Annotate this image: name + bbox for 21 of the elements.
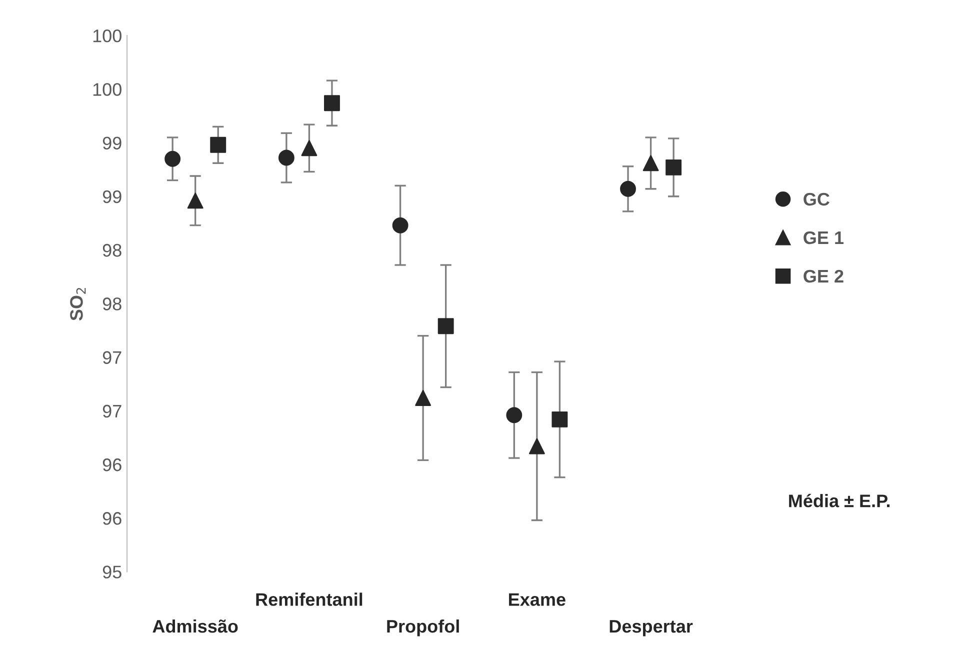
x-tick-label: Despertar bbox=[610, 620, 693, 636]
x-tick-label: Propofol bbox=[387, 619, 459, 636]
legend-label: GE 2 bbox=[804, 270, 844, 283]
text: Média ± E.P. bbox=[789, 494, 890, 508]
y-tick-label: 96 bbox=[102, 512, 122, 525]
y-axis-title: SO$_{2}$ bbox=[70, 288, 86, 321]
x-tick-label: Remifentanil bbox=[256, 592, 362, 606]
y-tick-label: 98 bbox=[102, 244, 122, 257]
y-tick-label: 100 bbox=[93, 29, 122, 42]
y-tick-label: 99 bbox=[102, 136, 122, 150]
y-tick-label: 97 bbox=[102, 351, 122, 364]
y-tick-label: 97 bbox=[102, 404, 122, 418]
y-tick-label: 98 bbox=[102, 298, 122, 310]
y-tick-label: 96 bbox=[102, 458, 122, 472]
legend-label: GE 1 bbox=[804, 231, 844, 244]
x-tick-label: Exame bbox=[509, 593, 566, 606]
y-tick-label: 100 bbox=[93, 83, 122, 96]
y-tick-label: 99 bbox=[102, 190, 122, 204]
legend-label: GC bbox=[804, 192, 830, 206]
y-tick-label: 95 bbox=[102, 566, 122, 578]
x-tick-label: Admissão bbox=[152, 619, 238, 633]
